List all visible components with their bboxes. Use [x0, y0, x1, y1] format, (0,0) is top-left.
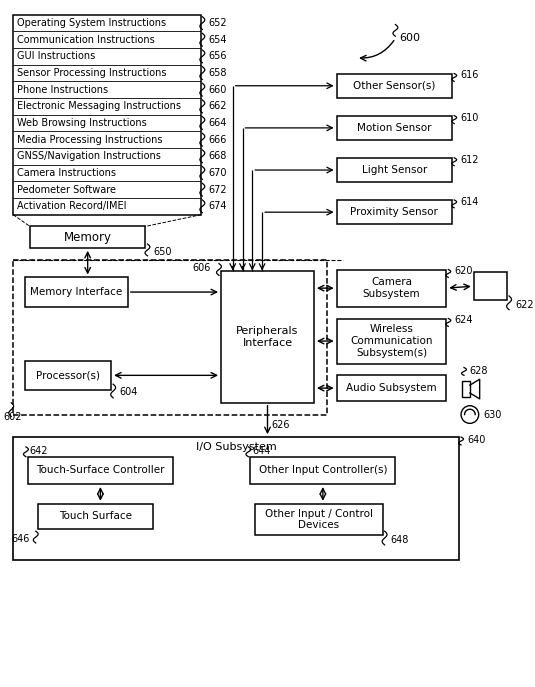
Text: 630: 630 — [484, 409, 502, 420]
Text: Communication Instructions: Communication Instructions — [17, 35, 155, 45]
Text: 666: 666 — [208, 135, 227, 145]
Text: Camera
Subsystem: Camera Subsystem — [363, 278, 421, 299]
Text: 602: 602 — [3, 412, 22, 422]
Bar — [462, 381, 470, 397]
Text: 658: 658 — [208, 68, 227, 78]
Text: 642: 642 — [30, 446, 48, 455]
Bar — [37, 504, 154, 529]
Text: 650: 650 — [154, 247, 172, 257]
Text: 640: 640 — [467, 435, 485, 445]
Text: 616: 616 — [460, 71, 478, 80]
Text: Camera Instructions: Camera Instructions — [17, 168, 116, 178]
Text: 656: 656 — [208, 52, 227, 61]
Text: Light Sensor: Light Sensor — [362, 165, 427, 175]
Text: Proximity Sensor: Proximity Sensor — [350, 207, 438, 217]
Text: Media Processing Instructions: Media Processing Instructions — [17, 135, 163, 145]
Text: Memory Interface: Memory Interface — [30, 287, 123, 297]
Text: Memory: Memory — [64, 231, 112, 244]
Text: 626: 626 — [271, 420, 290, 430]
Bar — [337, 269, 446, 307]
Text: 660: 660 — [208, 85, 227, 95]
Bar — [250, 457, 395, 484]
Bar — [28, 457, 173, 484]
Text: Phone Instructions: Phone Instructions — [17, 85, 108, 95]
Text: Other Sensor(s): Other Sensor(s) — [353, 81, 435, 91]
Bar — [13, 437, 459, 560]
Text: 628: 628 — [470, 366, 488, 376]
Text: 644: 644 — [253, 446, 271, 455]
Text: 670: 670 — [208, 168, 227, 178]
Text: 604: 604 — [119, 387, 137, 397]
Text: 648: 648 — [391, 535, 409, 545]
Text: 672: 672 — [208, 185, 227, 194]
Bar — [337, 158, 452, 182]
Bar — [13, 260, 327, 414]
Bar — [337, 115, 452, 140]
Text: 622: 622 — [515, 300, 533, 310]
Bar — [337, 375, 446, 401]
Text: 600: 600 — [399, 33, 421, 43]
Text: 646: 646 — [11, 534, 30, 544]
Text: 674: 674 — [208, 201, 227, 212]
Text: 652: 652 — [208, 18, 227, 28]
Text: 614: 614 — [460, 197, 478, 207]
Bar — [13, 14, 201, 214]
Text: Wireless
Communication
Subsystem(s): Wireless Communication Subsystem(s) — [350, 324, 433, 358]
Bar — [255, 504, 383, 535]
Bar — [25, 361, 111, 390]
Text: Other Input Controller(s): Other Input Controller(s) — [258, 465, 387, 475]
Text: 624: 624 — [454, 315, 473, 326]
Text: Processor(s): Processor(s) — [36, 370, 100, 381]
Bar — [337, 319, 446, 363]
Bar — [474, 273, 507, 300]
Text: Sensor Processing Instructions: Sensor Processing Instructions — [17, 68, 166, 78]
Text: 662: 662 — [208, 102, 227, 111]
Text: 606: 606 — [193, 262, 211, 273]
Text: GUI Instructions: GUI Instructions — [17, 52, 95, 61]
Bar — [337, 74, 452, 98]
Text: 610: 610 — [460, 113, 478, 122]
Text: Other Input / Control
Devices: Other Input / Control Devices — [265, 508, 373, 530]
Text: Pedometer Software: Pedometer Software — [17, 185, 116, 194]
Text: 664: 664 — [208, 118, 227, 128]
Text: 654: 654 — [208, 35, 227, 45]
Text: Activation Record/IMEI: Activation Record/IMEI — [17, 201, 127, 212]
Text: Operating System Instructions: Operating System Instructions — [17, 18, 166, 28]
Text: GNSS/Navigation Instructions: GNSS/Navigation Instructions — [17, 151, 161, 161]
Text: Peripherals
Interface: Peripherals Interface — [236, 326, 299, 348]
Text: Touch Surface: Touch Surface — [59, 511, 132, 521]
Text: 612: 612 — [460, 155, 479, 165]
Text: Web Browsing Instructions: Web Browsing Instructions — [17, 118, 147, 128]
Text: Electronic Messaging Instructions: Electronic Messaging Instructions — [17, 102, 181, 111]
Bar — [30, 227, 146, 248]
Text: Motion Sensor: Motion Sensor — [357, 123, 432, 133]
Text: 668: 668 — [208, 151, 227, 161]
Text: 620: 620 — [454, 267, 473, 276]
Text: I/O Subsystem: I/O Subsystem — [196, 442, 277, 452]
Bar — [221, 271, 314, 403]
Text: Touch-Surface Controller: Touch-Surface Controller — [36, 465, 165, 475]
Bar — [25, 278, 128, 307]
Text: Audio Subsystem: Audio Subsystem — [346, 383, 437, 393]
Bar — [337, 200, 452, 225]
